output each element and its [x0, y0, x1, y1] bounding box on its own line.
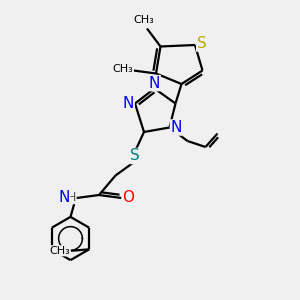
Text: S: S: [197, 36, 206, 51]
Text: CH₃: CH₃: [134, 15, 154, 25]
Text: CH₃: CH₃: [50, 246, 70, 256]
Text: N: N: [149, 76, 160, 91]
Text: N: N: [58, 190, 70, 205]
Text: S: S: [130, 148, 140, 164]
Text: N: N: [123, 96, 134, 111]
Text: O: O: [122, 190, 134, 206]
Text: CH₃: CH₃: [112, 64, 134, 74]
Text: N: N: [170, 120, 182, 135]
Text: H: H: [66, 190, 76, 204]
